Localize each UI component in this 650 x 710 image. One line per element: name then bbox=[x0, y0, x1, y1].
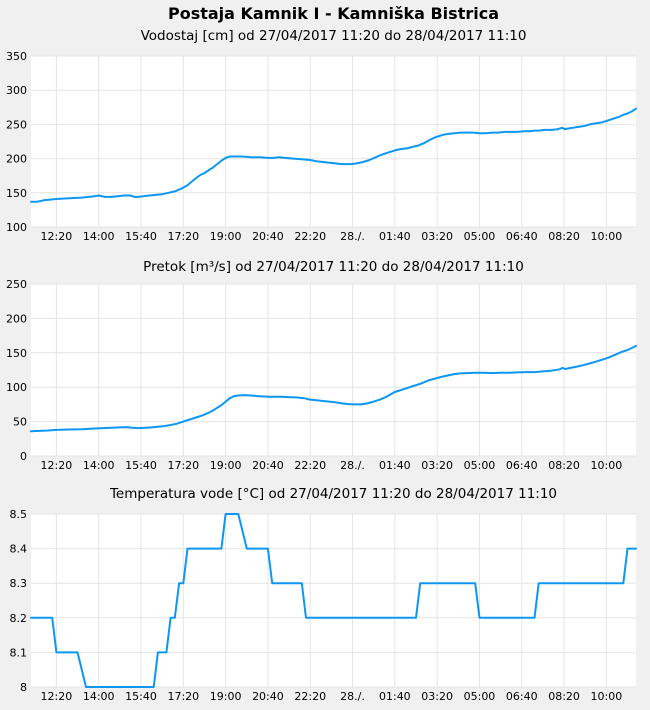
x-tick-label: 15:40 bbox=[125, 690, 157, 703]
x-tick-label: 10:00 bbox=[591, 459, 623, 472]
x-tick-label: 05:00 bbox=[464, 690, 496, 703]
y-tick-label: 50 bbox=[13, 416, 27, 429]
chart-title-vodostaj: Vodostaj [cm] od 27/04/2017 11:20 do 28/… bbox=[140, 28, 527, 44]
x-tick-label: 14:00 bbox=[83, 690, 115, 703]
y-tick-label: 8.3 bbox=[10, 577, 28, 590]
y-tick-label: 8.2 bbox=[10, 612, 28, 625]
x-tick-label: 22:20 bbox=[294, 230, 326, 243]
x-tick-label: 14:00 bbox=[83, 459, 115, 472]
x-tick-label: 08:20 bbox=[548, 690, 580, 703]
x-tick-label: 01:40 bbox=[379, 690, 411, 703]
x-tick-label: 01:40 bbox=[379, 459, 411, 472]
plot-area bbox=[31, 514, 636, 687]
x-tick-label: 05:00 bbox=[464, 459, 496, 472]
page-title: Postaja Kamnik I - Kamniška Bistrica bbox=[167, 4, 499, 23]
x-tick-label: 15:40 bbox=[125, 230, 157, 243]
y-tick-label: 350 bbox=[6, 50, 27, 63]
x-tick-label: 08:20 bbox=[548, 459, 580, 472]
x-tick-label: 12:20 bbox=[41, 690, 73, 703]
data-line bbox=[30, 107, 637, 203]
x-tick-label: 06:40 bbox=[506, 459, 538, 472]
x-tick-label: 28./. bbox=[340, 690, 365, 703]
x-tick-label: 03:20 bbox=[421, 230, 453, 243]
x-tick-label: 05:00 bbox=[464, 230, 496, 243]
plot-area bbox=[31, 56, 636, 227]
x-tick-label: 12:20 bbox=[41, 230, 73, 243]
y-tick-label: 8.5 bbox=[10, 508, 28, 521]
x-tick-label: 03:20 bbox=[421, 690, 453, 703]
x-tick-label: 12:20 bbox=[41, 459, 73, 472]
x-tick-label: 28./. bbox=[340, 230, 365, 243]
x-tick-label: 06:40 bbox=[506, 690, 538, 703]
data-line bbox=[30, 344, 637, 433]
x-tick-label: 28./. bbox=[340, 459, 365, 472]
data-line bbox=[30, 513, 637, 688]
y-tick-label: 8.1 bbox=[10, 646, 28, 659]
y-tick-label: 200 bbox=[6, 312, 27, 325]
x-tick-label: 19:00 bbox=[210, 690, 242, 703]
x-tick-label: 20:40 bbox=[252, 459, 284, 472]
x-tick-label: 19:00 bbox=[210, 459, 242, 472]
x-tick-label: 22:20 bbox=[294, 690, 326, 703]
y-tick-label: 8.4 bbox=[10, 543, 28, 556]
x-tick-label: 17:20 bbox=[167, 230, 199, 243]
x-tick-label: 06:40 bbox=[506, 230, 538, 243]
x-tick-label: 20:40 bbox=[252, 690, 284, 703]
x-tick-label: 10:00 bbox=[591, 690, 623, 703]
y-tick-label: 100 bbox=[6, 381, 27, 394]
y-tick-label: 250 bbox=[6, 278, 27, 291]
y-tick-label: 200 bbox=[6, 153, 27, 166]
x-tick-label: 01:40 bbox=[379, 230, 411, 243]
y-tick-label: 0 bbox=[20, 450, 27, 463]
y-tick-label: 150 bbox=[6, 187, 27, 200]
x-tick-label: 15:40 bbox=[125, 459, 157, 472]
chart-title-temperatura: Temperatura vode [°C] od 27/04/2017 11:2… bbox=[109, 486, 558, 502]
y-tick-label: 150 bbox=[6, 347, 27, 360]
plot-area bbox=[31, 284, 636, 456]
x-tick-label: 03:20 bbox=[421, 459, 453, 472]
x-tick-label: 17:20 bbox=[167, 459, 199, 472]
chart-title-pretok: Pretok [m³/s] od 27/04/2017 11:20 do 28/… bbox=[143, 259, 524, 275]
x-tick-label: 08:20 bbox=[548, 230, 580, 243]
x-tick-label: 19:00 bbox=[210, 230, 242, 243]
x-tick-label: 14:00 bbox=[83, 230, 115, 243]
y-tick-label: 8 bbox=[20, 681, 27, 694]
x-tick-label: 20:40 bbox=[252, 230, 284, 243]
x-tick-label: 22:20 bbox=[294, 459, 326, 472]
y-tick-label: 250 bbox=[6, 118, 27, 131]
y-tick-label: 300 bbox=[6, 84, 27, 97]
x-tick-label: 17:20 bbox=[167, 690, 199, 703]
x-tick-label: 10:00 bbox=[591, 230, 623, 243]
y-tick-label: 100 bbox=[6, 221, 27, 234]
